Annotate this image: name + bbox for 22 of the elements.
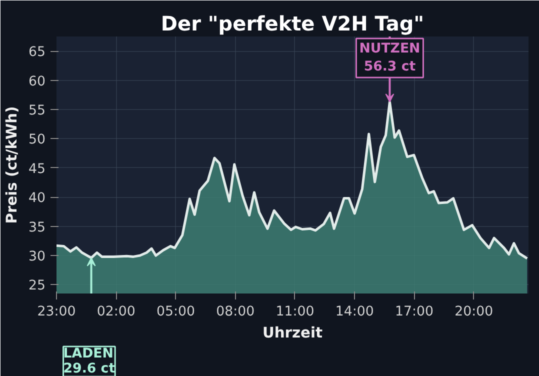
y-tick-label: 30 bbox=[28, 250, 46, 265]
y-tick-label: 40 bbox=[28, 191, 46, 206]
y-tick-label: 25 bbox=[28, 278, 46, 294]
x-tick-label: 08:00 bbox=[216, 304, 255, 320]
y-tick-label: 65 bbox=[28, 45, 46, 60]
y-tick-label: 35 bbox=[28, 220, 46, 236]
x-tick-label: 11:00 bbox=[276, 304, 314, 320]
y-tick-label: 50 bbox=[28, 132, 46, 148]
x-tick-label: 20:00 bbox=[454, 304, 494, 320]
x-tick-label: 17:00 bbox=[395, 304, 434, 320]
y-tick-label: 45 bbox=[28, 162, 46, 177]
y-axis-title: Preis (ct/kWh) bbox=[4, 106, 21, 224]
x-tick-label: 14:00 bbox=[335, 304, 374, 320]
chart-title: Der "perfekte V2H Tag" bbox=[160, 12, 424, 36]
annotation: NUTZEN 56.3 ct bbox=[359, 42, 420, 74]
annotation: LADEN 29.6 ct bbox=[63, 346, 116, 376]
x-tick-label: 02:00 bbox=[96, 304, 136, 320]
x-axis-title: Uhrzeit bbox=[262, 324, 323, 342]
y-tick-label: 60 bbox=[28, 74, 46, 90]
x-tick-label: 05:00 bbox=[156, 304, 195, 320]
y-tick-label: 55 bbox=[28, 104, 46, 119]
x-tick-label: 23:00 bbox=[37, 304, 76, 320]
